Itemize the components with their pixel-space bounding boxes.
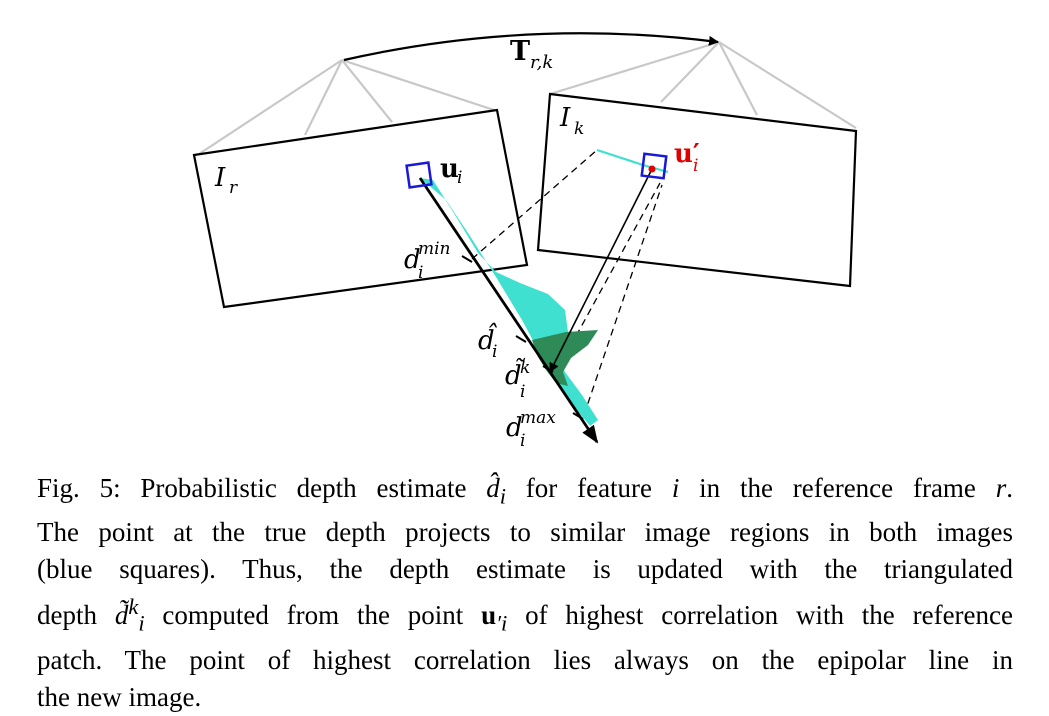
dmin-label: d [404,245,421,275]
caption-text: Probabilistic depth estimate [120,473,487,503]
caption-line-3: (blue squares). Thus, the depth estimate… [37,554,1013,585]
caption-text: of highest correlation with the referenc… [507,600,1013,631]
caption-line-6: the new image. [37,681,202,712]
caption-line-5: patch. The point of highest correlation … [37,644,1013,675]
dmin-subscript: i [418,263,423,283]
reference-image-label: I [214,163,226,193]
depth-symbol-subscript: i [499,483,506,509]
caption-text: computed from the point [144,600,482,631]
caption-line-2: The point at the true depth projects to … [37,517,1013,548]
caption-line-4: depth d̃ki computed from the point u′i o… [37,588,1013,641]
match-label: u′ [674,139,700,169]
feature-label: u [440,154,459,184]
caption-text: for feature [506,473,672,503]
caption-text: in the reference frame [679,473,996,503]
reference-camera-frustum [198,58,498,155]
reference-ray [418,177,599,444]
dtilde-superscript: k [520,358,530,378]
caption-text: depth [37,600,115,631]
new-image-plane [536,92,858,288]
triangulated-depth-superscript: k [128,594,139,620]
dmax-superscript: max [520,408,556,428]
depth-ticks [461,255,584,420]
transform-label: T [510,36,530,67]
reference-patch-square [405,161,433,189]
depth-symbol: d̂ [486,473,500,503]
caption-text: . [1006,473,1013,503]
match-point-symbol: u [481,600,497,631]
dmax-label: d [506,413,523,443]
triangulated-depth-symbol: d̃ [114,600,129,631]
feature-subscript: i [457,168,462,188]
match-subscript: i [693,156,698,176]
match-point-subscript: ′i [496,610,508,636]
depth-estimate-diagram: T r,k I r I k u i u′ i d min i d̂ i d̃ k [192,32,858,451]
dmin-superscript: min [418,239,451,259]
feature-index: i [671,473,680,503]
dtilde-label: d̃ [505,357,526,391]
reference-image-subscript: r [229,178,238,198]
frame-symbol: r [995,473,1007,503]
dmax-subscript: i [520,431,525,451]
dhat-subscript: i [492,342,497,362]
match-patch-square [640,152,668,180]
match-point [648,165,656,173]
triangulation-arrow [549,168,653,373]
triangulated-depth-subscript: i [138,610,145,636]
new-image-label: I [559,103,571,133]
transform-arc [343,32,719,62]
figure-caption: Fig. 5: Probabilistic depth estimate d̂i… [37,470,1013,716]
transform-subscript: r,k [530,52,553,73]
dhat-label: d̂ [478,322,498,356]
dtilde-subscript: i [520,382,525,402]
figure-number: Fig. 5: [37,473,121,503]
new-image-subscript: k [574,119,584,139]
caption-line-1: Fig. 5: Probabilistic depth estimate d̂i… [37,470,1013,514]
new-camera-frustum [549,40,857,129]
reference-image-plane [192,108,529,309]
